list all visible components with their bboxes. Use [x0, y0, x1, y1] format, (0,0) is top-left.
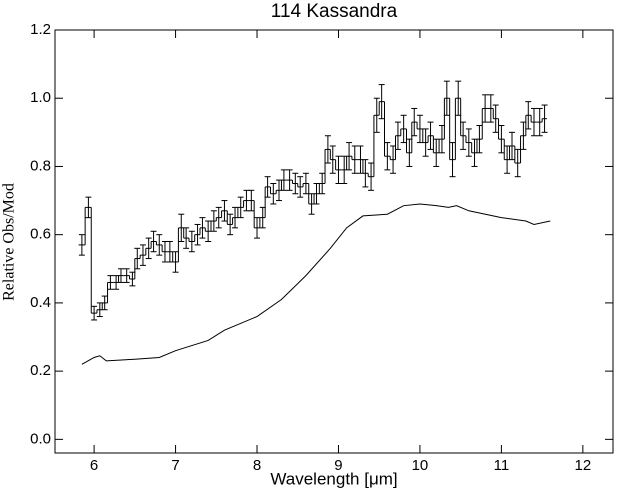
x-tick-label: 9 [334, 457, 342, 474]
y-tick-label: 1.0 [30, 89, 51, 106]
x-tick-label: 10 [412, 457, 429, 474]
y-tick-label: 0.8 [30, 157, 51, 174]
y-tick-label: 0.2 [30, 362, 51, 379]
x-axis-label: Wavelength [μm] [270, 469, 397, 488]
x-tick-label: 8 [253, 457, 261, 474]
model-line [81, 203, 551, 365]
x-tick-label: 12 [575, 457, 592, 474]
y-axis-label: Relative Obs/Mod [1, 183, 18, 301]
y-tick-label: 0.6 [30, 226, 51, 243]
x-tick-label: 11 [494, 457, 510, 474]
x-tick-label: 7 [171, 457, 179, 474]
chart-title: 114 Kassandra [271, 1, 398, 22]
y-tick-label: 0.0 [30, 430, 51, 447]
y-tick-label: 1.2 [30, 21, 51, 38]
x-tick-label: 6 [90, 457, 98, 474]
y-tick-label: 0.4 [30, 294, 51, 311]
plot-frame [54, 29, 614, 454]
